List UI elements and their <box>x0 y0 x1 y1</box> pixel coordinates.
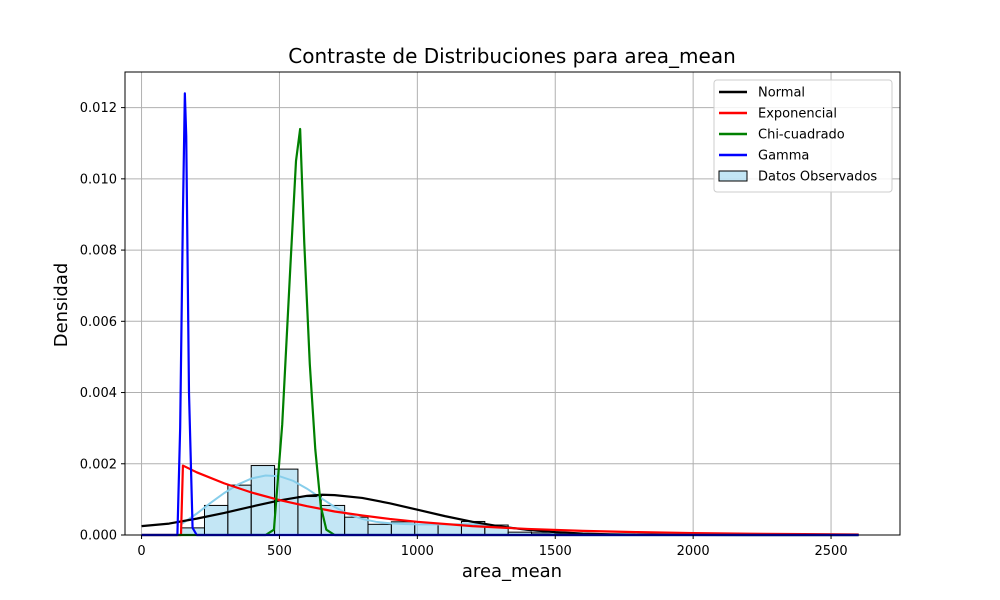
y-tick-label: 0.000 <box>80 529 117 544</box>
y-tick-label: 0.010 <box>80 172 117 187</box>
legend-label: Datos Observados <box>758 170 877 185</box>
x-tick-label: 500 <box>267 544 292 559</box>
y-tick-label: 0.012 <box>80 101 117 116</box>
plot-frame <box>124 71 901 536</box>
x-tick-label: 2000 <box>677 544 710 559</box>
y-axis-label: Densidad <box>51 263 72 348</box>
y-tick-label: 0.002 <box>80 457 117 472</box>
legend-swatch-patch <box>718 170 748 182</box>
x-tick-label: 1000 <box>401 544 434 559</box>
x-tick-label: 2500 <box>815 544 848 559</box>
series-line-exponencial <box>141 464 859 537</box>
x-axis-label: area_mean <box>462 561 562 582</box>
x-tick-label: 1500 <box>539 544 572 559</box>
legend-label: Chi-cuadrado <box>758 128 845 143</box>
legend: Normal Exponencial Chi-cuadrado Gamma Datos … <box>713 79 893 193</box>
histogram-bar <box>297 496 322 536</box>
y-tick-label: 0.006 <box>80 315 117 330</box>
histogram-bar <box>203 504 229 536</box>
x-axis-ticks: 0 500 1000 1500 2000 2500 <box>137 535 848 559</box>
legend-label: Gamma <box>758 149 809 164</box>
histogram-bar <box>367 523 392 536</box>
legend-label: Exponencial <box>758 107 837 122</box>
x-tick-label: 0 <box>137 544 145 559</box>
y-tick-label: 0.004 <box>80 386 117 401</box>
y-axis-ticks: 0.000 0.002 0.004 0.006 0.008 0.010 0.012 <box>80 101 125 544</box>
legend-label: Normal <box>758 86 805 101</box>
legend-box <box>713 79 893 193</box>
y-tick-label: 0.008 <box>80 244 117 259</box>
histogram-bar <box>414 523 439 536</box>
chart-title: Contraste de Distribuciones para area_me… <box>288 44 736 68</box>
